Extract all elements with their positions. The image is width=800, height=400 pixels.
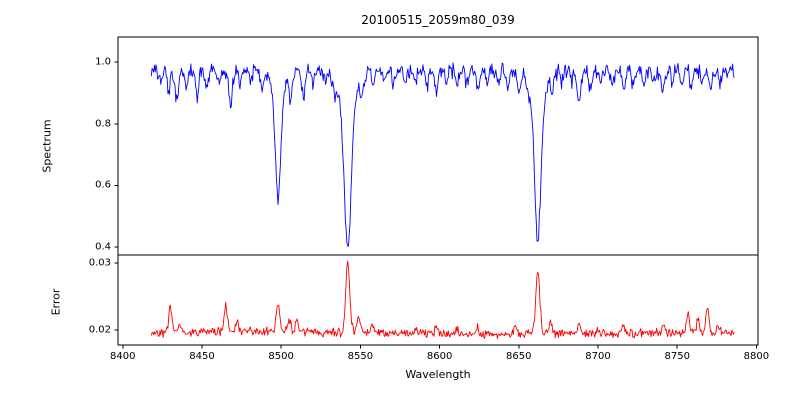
x-tick-label: 8550 [347,351,374,362]
x-tick-label: 8400 [110,351,136,362]
spectrum-line [150,62,735,247]
spectrum-tick-label: 0.4 [95,241,111,253]
x-axis-label: Wavelength [405,368,471,381]
x-tick-label: 8700 [585,351,611,362]
plot-title: 20100515_2059m80_039 [361,13,515,27]
x-tick-label: 8450 [189,351,215,362]
error-tick-label: 0.03 [88,257,111,269]
x-tick-label: 8750 [664,351,690,362]
x-tick-label: 8650 [506,351,532,362]
spectrum-axis-label: Spectrum [40,119,54,173]
error-axis-label: Error [49,288,63,316]
spectrum-tick-label: 1.0 [95,56,111,68]
x-tick-label: 8600 [426,351,453,362]
error-panel-border [117,254,759,346]
spectrum-tick-label: 0.8 [95,118,111,130]
x-tick-label: 8800 [743,351,770,362]
error-line [150,260,735,340]
x-tick-label: 8500 [268,351,294,362]
spectrum-tick-label: 0.6 [95,179,111,191]
error-tick-label: 0.02 [88,324,111,336]
